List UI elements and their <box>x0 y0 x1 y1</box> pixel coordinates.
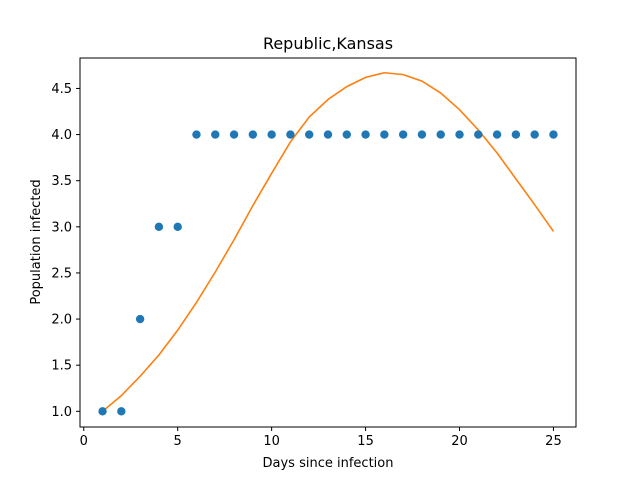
data-point <box>323 130 333 139</box>
data-point <box>530 130 539 139</box>
data-point <box>117 407 126 416</box>
y-tick-label: 2.5 <box>51 266 72 281</box>
x-tick-label: 15 <box>357 434 374 449</box>
data-point <box>267 130 276 139</box>
data-point <box>248 130 258 139</box>
data-point <box>173 222 182 232</box>
data-point <box>98 407 107 416</box>
y-tick-label: 1.0 <box>51 405 72 420</box>
data-point <box>549 130 558 139</box>
chart-title: Republic,Kansas <box>263 34 393 53</box>
y-axis-label: Population infected <box>29 179 44 304</box>
data-point <box>398 130 408 139</box>
x-axis: 0 5 10 15 20 25 <box>80 427 562 449</box>
data-point <box>342 130 351 139</box>
y-tick-label: 1.5 <box>51 359 72 374</box>
plot-area <box>98 71 558 416</box>
data-point <box>211 130 220 139</box>
plot-frame <box>79 57 577 428</box>
data-point <box>229 130 239 139</box>
x-axis-label: Days since infection <box>263 456 394 471</box>
data-point <box>154 222 164 232</box>
data-point <box>192 130 201 139</box>
y-tick-label: 4.5 <box>51 82 72 97</box>
y-tick-label: 3.0 <box>51 220 72 235</box>
data-point <box>417 130 427 139</box>
x-tick-label: 0 <box>80 434 88 449</box>
data-point <box>492 130 502 139</box>
fit-line <box>102 71 555 412</box>
data-point <box>361 130 370 139</box>
data-point <box>474 130 483 139</box>
data-point <box>436 130 445 139</box>
data-point <box>511 130 521 139</box>
x-tick-label: 10 <box>263 434 280 449</box>
y-axis: 1.0 1.5 2.0 2.5 3.0 3.5 4.0 4.5 <box>51 82 80 420</box>
y-tick-label: 2.0 <box>51 313 72 328</box>
data-point <box>286 130 295 139</box>
y-tick-label: 4.0 <box>51 128 72 143</box>
y-tick-label: 3.5 <box>51 174 72 189</box>
data-point <box>380 130 389 139</box>
x-tick-label: 25 <box>545 434 562 449</box>
x-tick-label: 5 <box>174 434 182 449</box>
x-tick-label: 20 <box>451 434 468 449</box>
data-point <box>455 130 464 139</box>
data-point <box>305 130 314 139</box>
data-point <box>135 314 145 324</box>
